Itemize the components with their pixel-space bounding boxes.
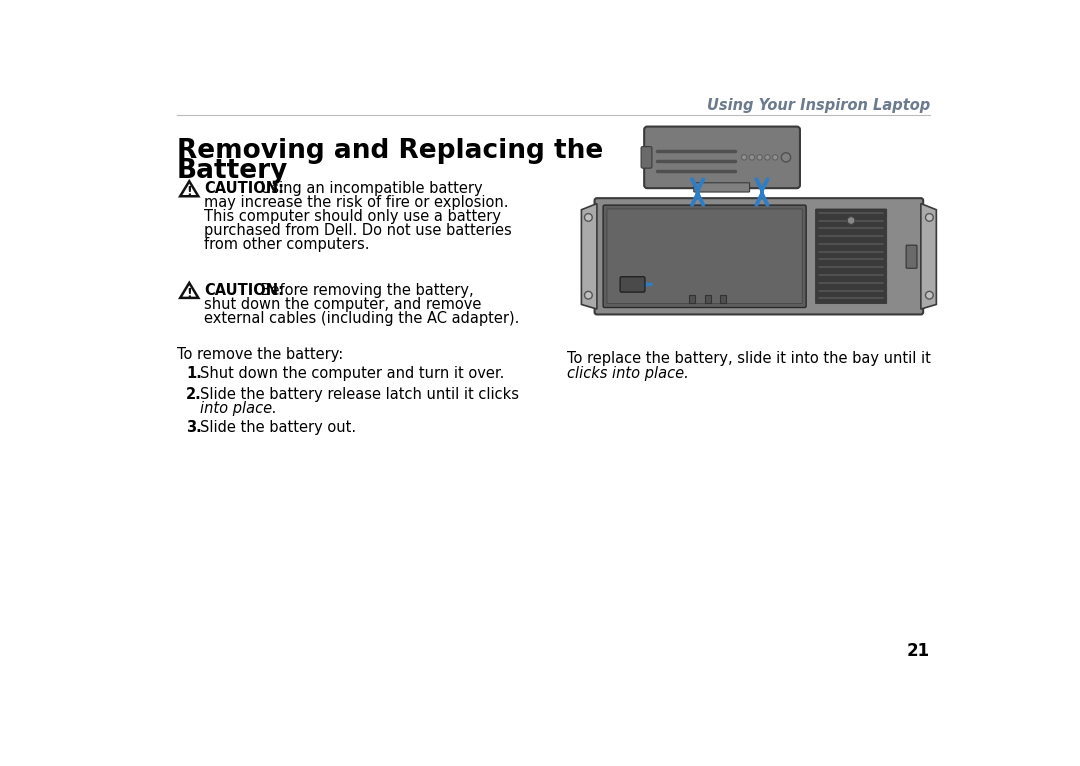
Text: Shut down the computer and turn it over.: Shut down the computer and turn it over. [200, 366, 504, 381]
Text: Slide the battery release latch until it clicks: Slide the battery release latch until it… [200, 387, 519, 402]
FancyBboxPatch shape [603, 205, 806, 307]
Polygon shape [921, 204, 936, 309]
Text: external cables (including the AC adapter).: external cables (including the AC adapte… [204, 310, 519, 326]
Circle shape [742, 155, 747, 160]
Bar [704, 295, 711, 303]
Circle shape [584, 214, 592, 221]
Text: clicks into place.: clicks into place. [567, 366, 688, 381]
FancyBboxPatch shape [693, 183, 750, 192]
FancyBboxPatch shape [642, 146, 652, 169]
Text: 1.: 1. [186, 366, 202, 381]
Text: !: ! [187, 185, 192, 198]
Circle shape [926, 214, 933, 221]
FancyBboxPatch shape [644, 126, 800, 188]
Circle shape [765, 155, 770, 160]
Bar [720, 295, 727, 303]
Text: This computer should only use a battery: This computer should only use a battery [204, 209, 501, 224]
FancyBboxPatch shape [607, 209, 802, 303]
Text: Removing and Replacing the: Removing and Replacing the [177, 138, 603, 164]
Circle shape [584, 291, 592, 299]
Text: Before removing the battery,: Before removing the battery, [256, 283, 473, 298]
Circle shape [750, 155, 755, 160]
Text: 21: 21 [907, 642, 930, 660]
FancyBboxPatch shape [595, 198, 923, 315]
Text: CAUTION:: CAUTION: [204, 283, 284, 298]
Text: shut down the computer, and remove: shut down the computer, and remove [204, 296, 482, 312]
Circle shape [926, 291, 933, 299]
Circle shape [772, 155, 778, 160]
Circle shape [847, 217, 855, 224]
Polygon shape [581, 204, 597, 309]
Text: CAUTION:: CAUTION: [204, 182, 284, 196]
Text: Battery: Battery [177, 158, 288, 184]
Circle shape [757, 155, 762, 160]
Text: into place.: into place. [200, 401, 276, 416]
Text: !: ! [187, 287, 192, 300]
FancyBboxPatch shape [906, 245, 917, 268]
Text: To remove the battery:: To remove the battery: [177, 347, 343, 362]
Text: To replace the battery, slide it into the bay until it: To replace the battery, slide it into th… [567, 351, 931, 365]
Circle shape [781, 152, 791, 162]
Text: purchased from Dell. Do not use batteries: purchased from Dell. Do not use batterie… [204, 223, 512, 237]
Text: from other computers.: from other computers. [204, 237, 369, 252]
FancyBboxPatch shape [620, 277, 645, 292]
Text: 3.: 3. [186, 420, 202, 435]
Text: 2.: 2. [186, 387, 202, 402]
Text: Slide the battery out.: Slide the battery out. [200, 420, 356, 435]
FancyBboxPatch shape [815, 209, 887, 303]
Bar [689, 295, 696, 303]
Text: Using an incompatible battery: Using an incompatible battery [256, 182, 483, 196]
Text: may increase the risk of fire or explosion.: may increase the risk of fire or explosi… [204, 195, 509, 210]
Text: Using Your Inspiron Laptop: Using Your Inspiron Laptop [707, 97, 930, 113]
